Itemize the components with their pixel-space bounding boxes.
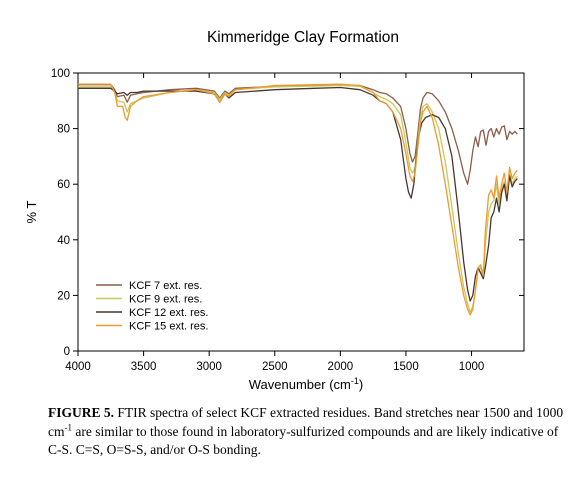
figure-caption: FIGURE 5. FTIR spectra of select KCF ext… <box>48 404 568 460</box>
y-tick-label: 40 <box>57 235 70 247</box>
legend-label: KCF 7 ext. res. <box>129 280 202 292</box>
legend-label: KCF 15 ext. res. <box>129 321 208 333</box>
y-tick-label: 60 <box>57 179 70 191</box>
series-group <box>78 83 518 316</box>
caption-text-1: FTIR spectra of select KCF extracted res… <box>48 405 564 439</box>
x-tick-label: 4000 <box>65 361 91 373</box>
caption-exponent: -1 <box>64 422 73 432</box>
y-axis: 0 20 40 60 80 100 <box>51 68 524 358</box>
ftir-chart: Kimmeridge Clay Formation 4000 3500 3000 25… <box>24 29 525 392</box>
x-tick-label: 2500 <box>262 361 288 373</box>
plot-area <box>77 72 525 352</box>
series-line-1 <box>78 84 518 185</box>
caption-label: FIGURE 5. <box>48 405 115 420</box>
y-tick-label: 100 <box>51 68 70 80</box>
x-axis-label-exponent: -1 <box>351 376 359 386</box>
legend: KCF 7 ext. res. KCF 9 ext. res.KCF 12 ext… <box>96 280 208 333</box>
y-tick-label: 80 <box>57 124 70 136</box>
y-tick-label: 0 <box>64 346 70 358</box>
y-tick-label: 20 <box>57 290 70 302</box>
x-tick-label: 1500 <box>393 361 419 373</box>
x-tick-label: 1000 <box>459 361 485 373</box>
x-axis: 4000 3500 3000 2500 2000 1500 1000 <box>65 73 484 373</box>
series-line-2 <box>78 84 518 313</box>
x-tick-label: 3500 <box>131 361 157 373</box>
x-axis-label: Wavenumber (cm-1) <box>249 376 363 392</box>
chart-title: Kimmeridge Clay Formation <box>207 29 399 46</box>
legend-label: KCF 12 ext. res. <box>129 307 208 319</box>
series-line-3 <box>78 86 518 302</box>
x-axis-label-tail: ) <box>359 377 363 392</box>
y-axis-label: % T <box>24 201 39 224</box>
legend-label: KCF 9 ext. res. <box>129 294 202 306</box>
x-tick-label: 3000 <box>196 361 222 373</box>
x-axis-label-text: Wavenumber (cm <box>249 377 351 392</box>
x-tick-label: 2000 <box>328 361 354 373</box>
caption-text-2: are similar to those found in laboratory… <box>48 423 559 458</box>
plot-frame <box>77 72 525 352</box>
series-line-4 <box>78 83 518 316</box>
